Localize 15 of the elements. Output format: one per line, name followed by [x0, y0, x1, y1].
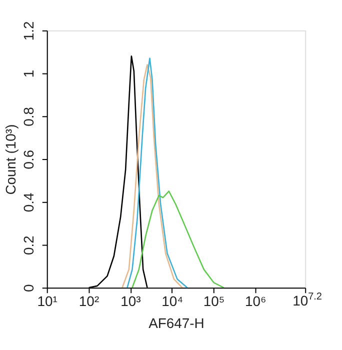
x-tick-label: 10² — [78, 293, 100, 310]
y-tick-label: 1.2 — [20, 20, 36, 41]
y-tick-label: 0.4 — [20, 192, 36, 212]
y-tick-label: 0.6 — [20, 150, 36, 170]
x-tick-label: 10⁶ — [245, 293, 266, 310]
x-tick-label: 10¹ — [37, 293, 58, 310]
y-axis-title: Count (10³) — [2, 124, 18, 195]
y-tick-label: 1 — [20, 70, 36, 78]
y-tick-label: 0 — [20, 284, 36, 292]
y-tick-label: 0.2 — [20, 235, 36, 255]
x-tick-label: 10⁵ — [203, 293, 225, 310]
x-axis-title: AF647-H — [148, 315, 204, 332]
x-tick-label: 10⁴ — [162, 293, 184, 310]
y-tick-label: 0.8 — [20, 106, 36, 126]
x-tick-label: 10³ — [120, 293, 142, 310]
